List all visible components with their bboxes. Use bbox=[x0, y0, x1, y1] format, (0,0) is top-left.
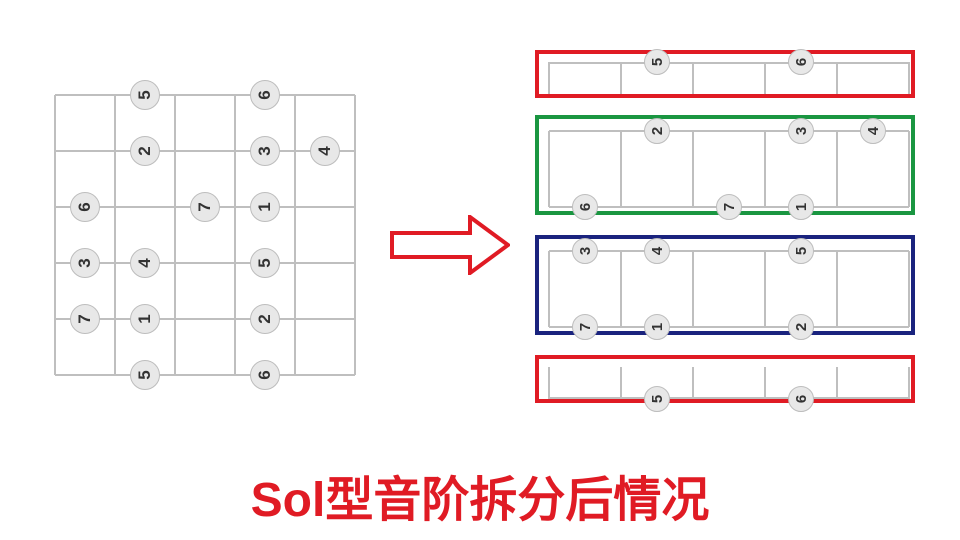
note: 1 bbox=[130, 304, 160, 334]
note: 7 bbox=[190, 192, 220, 222]
note: 4 bbox=[860, 118, 886, 144]
note: 6 bbox=[788, 386, 814, 412]
split-panel-2: 345712 bbox=[535, 235, 915, 335]
note: 4 bbox=[644, 238, 670, 264]
panel-fretboard: 345712 bbox=[549, 251, 909, 327]
note: 2 bbox=[250, 304, 280, 334]
panel-fretboard: 56 bbox=[549, 367, 909, 399]
note: 4 bbox=[130, 248, 160, 278]
note: 5 bbox=[130, 360, 160, 390]
note: 7 bbox=[70, 304, 100, 334]
split-panel-0: 56 bbox=[535, 50, 915, 98]
note: 3 bbox=[572, 238, 598, 264]
note: 6 bbox=[70, 192, 100, 222]
note: 6 bbox=[250, 80, 280, 110]
note: 6 bbox=[250, 360, 280, 390]
split-panel-3: 56 bbox=[535, 355, 915, 403]
note: 2 bbox=[644, 118, 670, 144]
note: 3 bbox=[788, 118, 814, 144]
note: 7 bbox=[716, 194, 742, 220]
note: 1 bbox=[788, 194, 814, 220]
left-fretboard: 5623467134571256 bbox=[55, 95, 355, 375]
split-panel-1: 234671 bbox=[535, 115, 915, 215]
note: 4 bbox=[310, 136, 340, 166]
note: 7 bbox=[572, 314, 598, 340]
panel-fretboard: 56 bbox=[549, 62, 909, 94]
note: 6 bbox=[788, 49, 814, 75]
caption: Sol型音阶拆分后情况 bbox=[0, 460, 960, 530]
note: 2 bbox=[788, 314, 814, 340]
note: 3 bbox=[70, 248, 100, 278]
note: 2 bbox=[130, 136, 160, 166]
note: 5 bbox=[130, 80, 160, 110]
arrow-right bbox=[390, 215, 510, 275]
note: 3 bbox=[250, 136, 280, 166]
caption-text: Sol型音阶拆分后情况 bbox=[251, 474, 710, 527]
note: 6 bbox=[572, 194, 598, 220]
note: 5 bbox=[644, 386, 670, 412]
note: 5 bbox=[250, 248, 280, 278]
note: 5 bbox=[788, 238, 814, 264]
note: 1 bbox=[644, 314, 670, 340]
note: 1 bbox=[250, 192, 280, 222]
note: 5 bbox=[644, 49, 670, 75]
panel-fretboard: 234671 bbox=[549, 131, 909, 207]
